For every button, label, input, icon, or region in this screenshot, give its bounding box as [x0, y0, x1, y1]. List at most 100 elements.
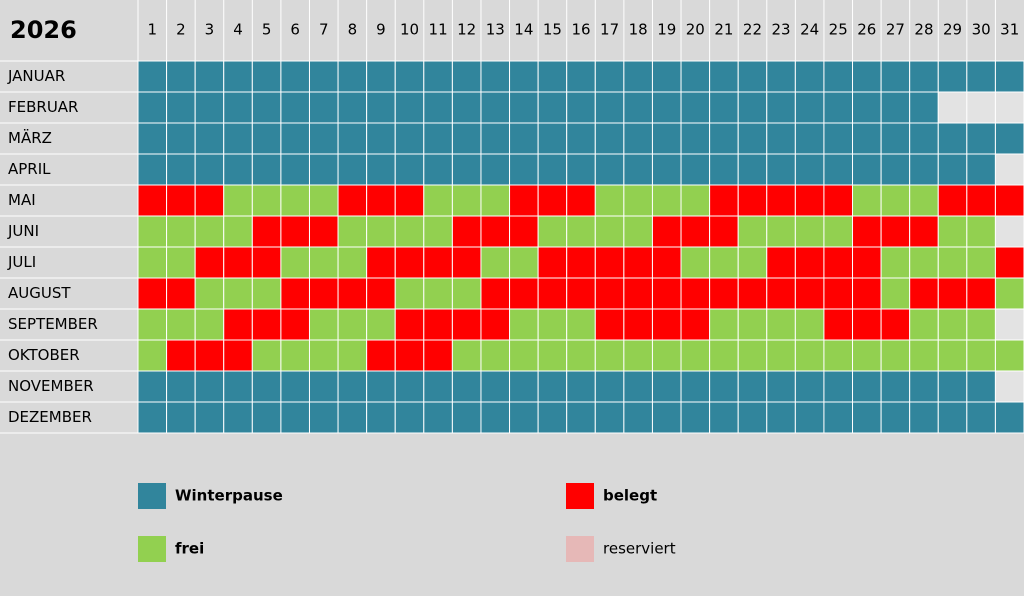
- day-cell: [280, 60, 310, 93]
- day-cell: [594, 370, 625, 403]
- day-cell: [880, 184, 911, 217]
- day-cell: [937, 122, 968, 155]
- day-cell: [709, 401, 739, 434]
- day-cell: [194, 215, 225, 248]
- year-title: 2026: [10, 16, 77, 44]
- day-cell: [594, 308, 625, 341]
- day-cell: [137, 308, 168, 341]
- day-cell: [308, 277, 339, 310]
- day-cell: [909, 308, 939, 341]
- day-cell: [680, 184, 711, 217]
- day-cell: [880, 401, 911, 434]
- day-cell: [852, 277, 882, 310]
- day-cell: [223, 91, 253, 124]
- day-cell: [709, 153, 739, 186]
- day-cell: [680, 215, 711, 248]
- day-cell: [823, 215, 854, 248]
- day-cell: [509, 339, 539, 372]
- day-cell: [994, 246, 1024, 279]
- day-cell: [994, 184, 1024, 217]
- day-cell: [366, 401, 396, 434]
- day-cell: [823, 339, 854, 372]
- day-cell: [337, 401, 368, 434]
- day-number: 20: [686, 21, 705, 39]
- day-cell: [651, 401, 682, 434]
- day-cell: [994, 122, 1024, 155]
- day-cell: [909, 370, 939, 403]
- day-cell: [451, 308, 482, 341]
- day-cell: [451, 91, 482, 124]
- day-number: 15: [543, 21, 562, 39]
- day-cell: [566, 122, 596, 155]
- day-cell: [394, 91, 425, 124]
- day-cell: [337, 215, 368, 248]
- day-cell: [623, 370, 653, 403]
- day-cell: [737, 60, 768, 93]
- day-cell: [794, 277, 825, 310]
- day-cell: [737, 91, 768, 124]
- day-cell: [423, 246, 453, 279]
- day-cell: [794, 308, 825, 341]
- day-number: 21: [714, 21, 733, 39]
- legend-label: reserviert: [603, 540, 676, 558]
- day-cell: [594, 401, 625, 434]
- day-cell: [966, 184, 996, 217]
- day-cell: [509, 370, 539, 403]
- day-cell: [651, 277, 682, 310]
- day-cell: [909, 215, 939, 248]
- month-label: SEPTEMBER: [8, 315, 98, 333]
- day-cell: [651, 153, 682, 186]
- day-cell: [651, 215, 682, 248]
- day-cell: [194, 401, 225, 434]
- day-cell: [937, 308, 968, 341]
- month-label: APRIL: [8, 160, 51, 178]
- day-cell: [880, 277, 911, 310]
- day-cell: [880, 60, 911, 93]
- day-cell: [166, 184, 196, 217]
- day-number: 25: [829, 21, 848, 39]
- day-cell: [366, 91, 396, 124]
- day-cell: [366, 153, 396, 186]
- day-cell: [852, 91, 882, 124]
- day-cell: [223, 339, 253, 372]
- day-cell: [594, 122, 625, 155]
- day-cell: [766, 401, 796, 434]
- day-cell: [394, 370, 425, 403]
- day-cell: [766, 339, 796, 372]
- day-cell: [937, 215, 968, 248]
- day-cell: [651, 370, 682, 403]
- day-cell: [451, 122, 482, 155]
- day-cell: [994, 60, 1024, 93]
- day-cell: [509, 153, 539, 186]
- day-cell: [251, 91, 282, 124]
- day-cell: [537, 122, 568, 155]
- day-cell: [423, 401, 453, 434]
- day-cell: [423, 184, 453, 217]
- day-cell: [308, 308, 339, 341]
- day-cell: [537, 153, 568, 186]
- day-cell: [137, 401, 168, 434]
- empty-cell: [994, 308, 1024, 341]
- day-cell: [137, 246, 168, 279]
- day-cell: [137, 277, 168, 310]
- day-cell: [709, 60, 739, 93]
- day-cell: [537, 215, 568, 248]
- day-number: 19: [657, 21, 676, 39]
- day-cell: [280, 91, 310, 124]
- day-cell: [623, 122, 653, 155]
- day-cell: [308, 370, 339, 403]
- day-cell: [651, 339, 682, 372]
- day-cell: [480, 153, 511, 186]
- day-cell: [823, 277, 854, 310]
- day-cell: [594, 215, 625, 248]
- day-cell: [394, 339, 425, 372]
- day-number: 18: [629, 21, 648, 39]
- day-cell: [909, 184, 939, 217]
- day-cell: [194, 122, 225, 155]
- day-cell: [937, 277, 968, 310]
- day-cell: [966, 401, 996, 434]
- day-cell: [880, 246, 911, 279]
- day-cell: [480, 215, 511, 248]
- day-cell: [509, 215, 539, 248]
- day-cell: [166, 153, 196, 186]
